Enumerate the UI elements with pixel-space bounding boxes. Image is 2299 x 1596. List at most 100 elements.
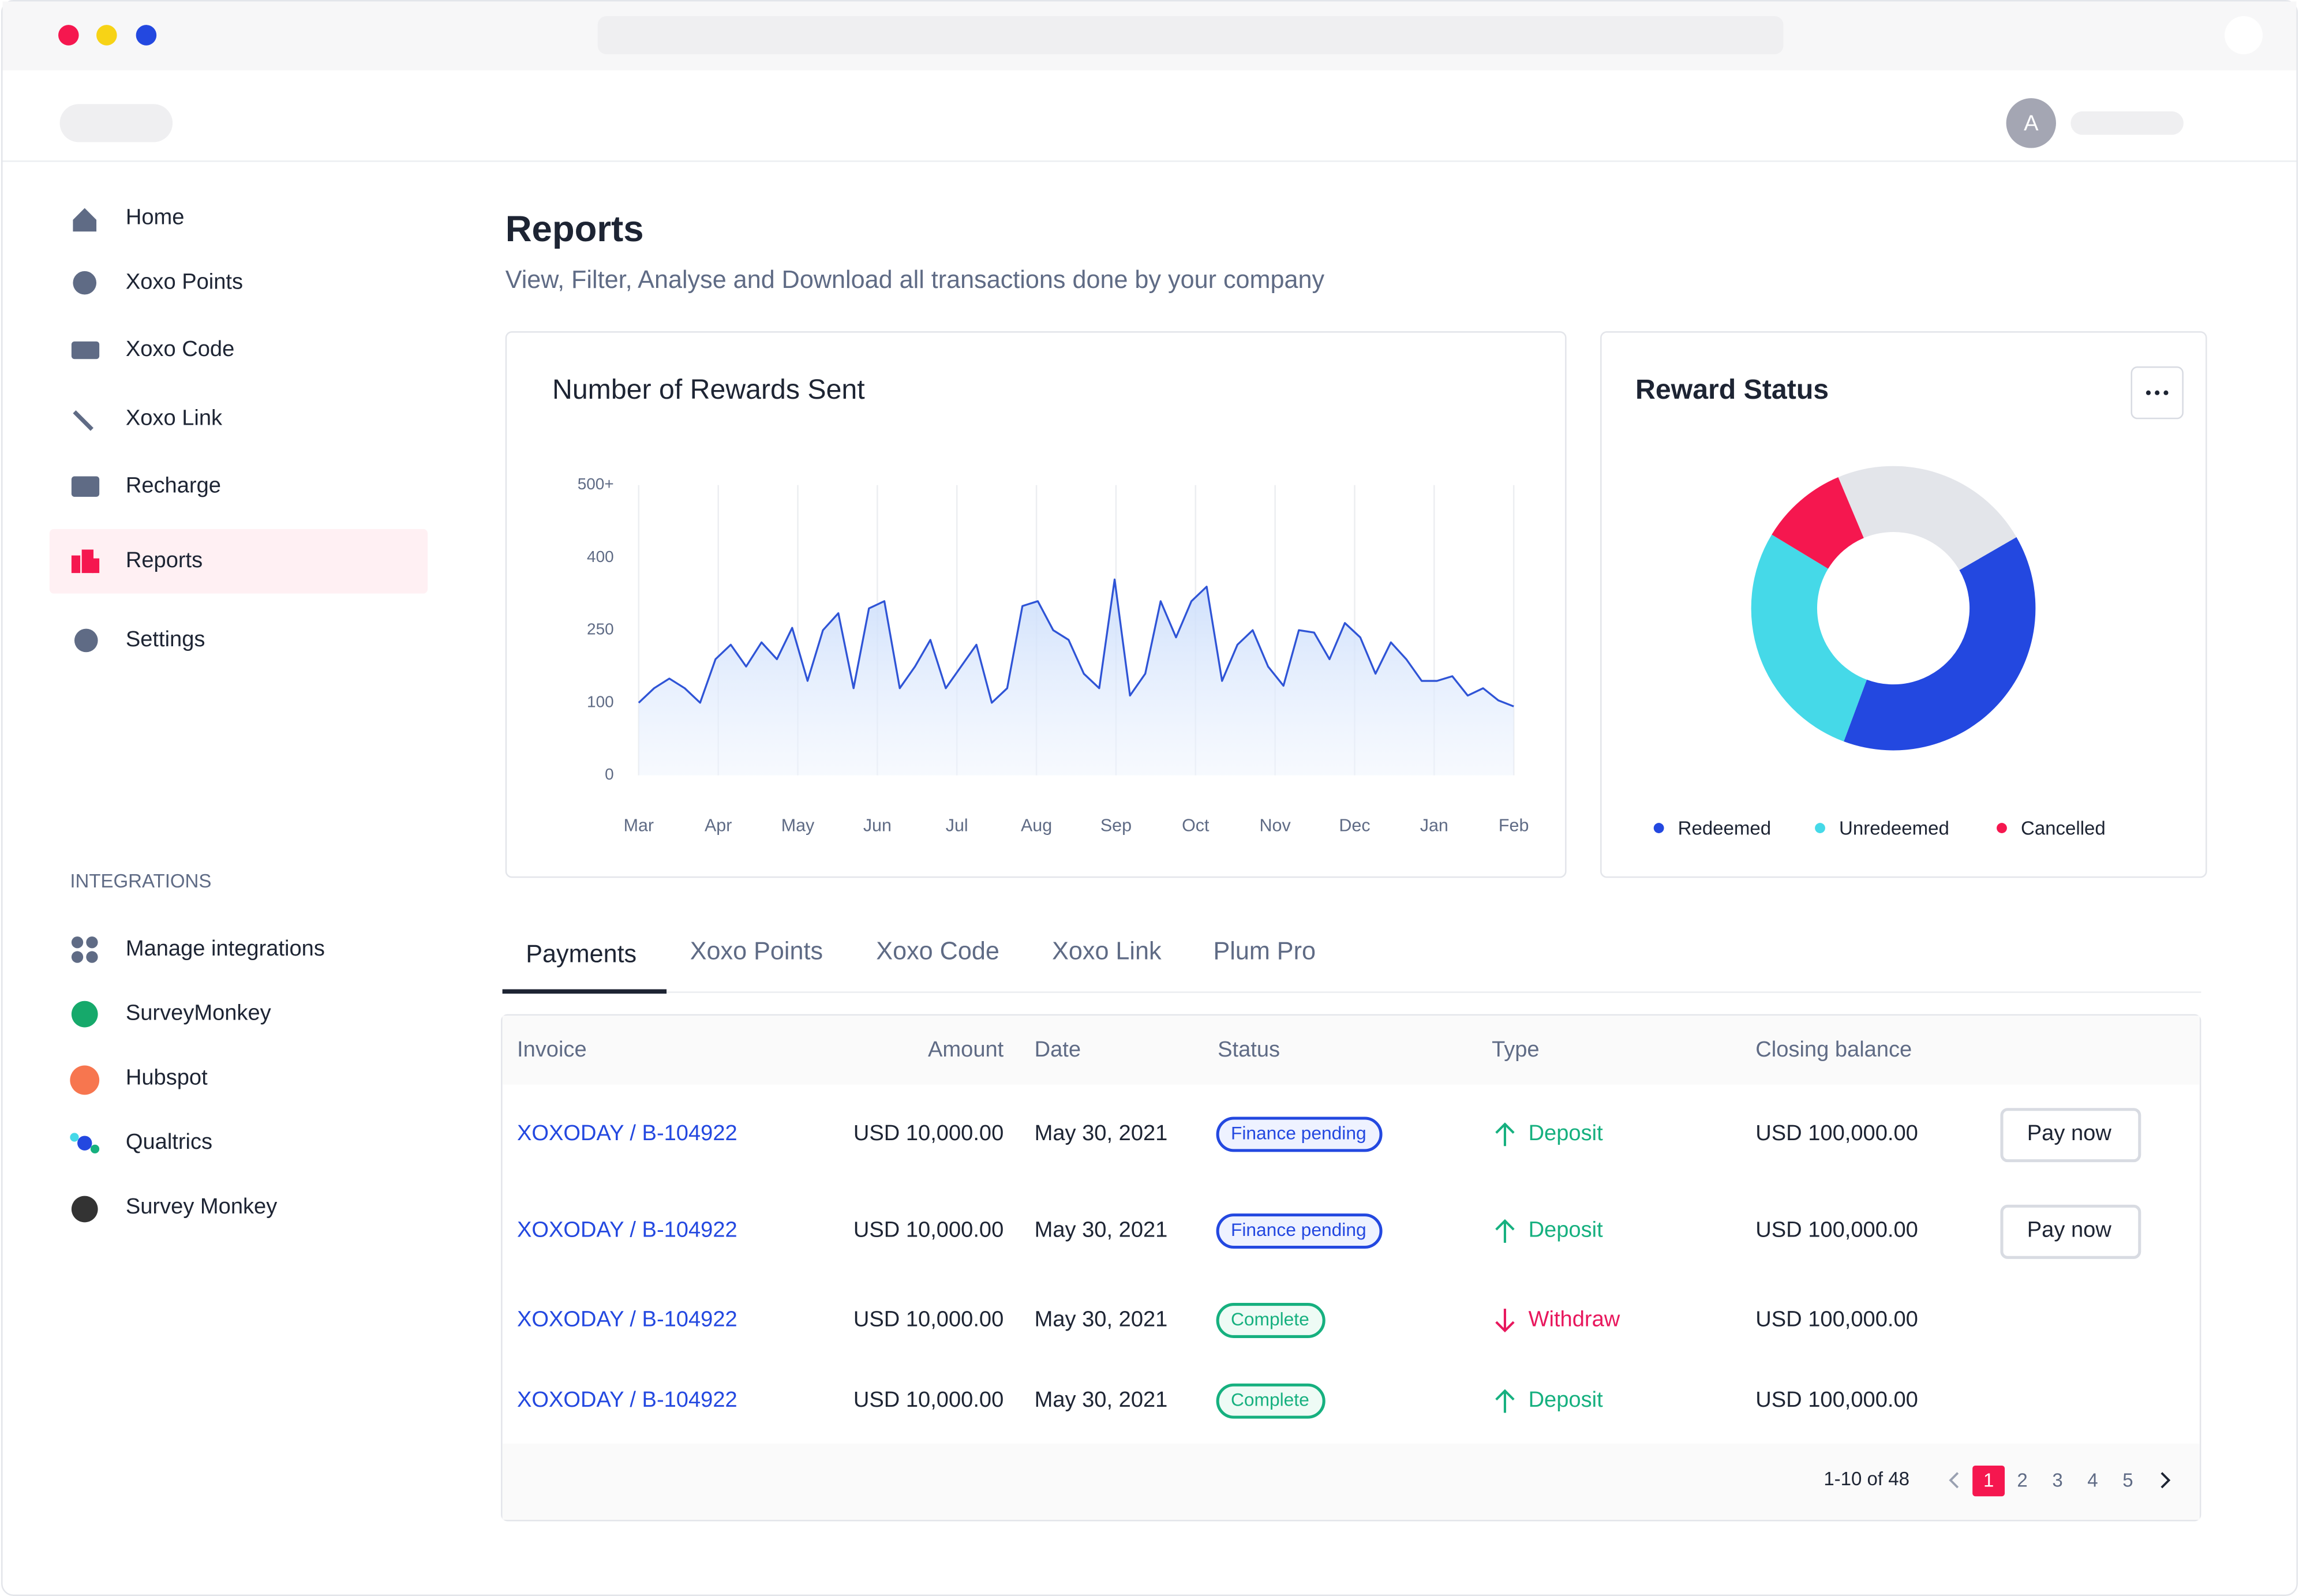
status-badge bbox=[1216, 1383, 1326, 1419]
page-number[interactable]: 5 bbox=[2122, 1470, 2133, 1491]
invoice-link[interactable]: XOXODAY / B-104922 bbox=[517, 1218, 737, 1242]
status-label: Finance pending bbox=[1231, 1219, 1366, 1240]
column-header: Invoice bbox=[517, 1037, 587, 1062]
page-title: Reports bbox=[506, 209, 644, 249]
donut-segment bbox=[1772, 477, 1864, 569]
prev-page[interactable] bbox=[1949, 1472, 1959, 1489]
nav-active-bg bbox=[49, 529, 428, 594]
donut-segment bbox=[1838, 466, 2017, 571]
date: May 30, 2021 bbox=[1035, 1307, 1168, 1332]
pagination-summary: 1-10 of 48 bbox=[1824, 1468, 1909, 1489]
tab[interactable]: Xoxo Link bbox=[1052, 937, 1162, 965]
status-badge bbox=[1216, 1213, 1383, 1249]
pay-button[interactable] bbox=[2000, 1204, 2141, 1259]
area-line bbox=[638, 578, 1514, 707]
reports-icon-bar bbox=[71, 555, 81, 574]
qualtrics-icon bbox=[70, 1133, 100, 1153]
user-placeholder bbox=[2070, 111, 2184, 135]
integration-icons bbox=[70, 936, 100, 1223]
x-tick-label: Sep bbox=[1100, 816, 1132, 836]
table-footer-bg bbox=[502, 1443, 2200, 1520]
nav-item[interactable]: Recharge bbox=[126, 473, 221, 497]
x-tick-label: Feb bbox=[1499, 816, 1529, 836]
amount: USD 10,000.00 bbox=[853, 1121, 1004, 1145]
amount: USD 10,000.00 bbox=[853, 1307, 1004, 1332]
y-tick-label: 0 bbox=[605, 765, 614, 783]
amount: USD 10,000.00 bbox=[853, 1218, 1004, 1242]
page-number[interactable]: 1 bbox=[1983, 1470, 1994, 1491]
nav-item[interactable]: Xoxo Link bbox=[126, 406, 223, 430]
status-badge bbox=[1216, 1117, 1383, 1152]
nav-item[interactable]: Home bbox=[126, 205, 185, 230]
code-icon bbox=[71, 341, 100, 359]
amount: USD 10,000.00 bbox=[853, 1388, 1004, 1412]
page-number[interactable]: 2 bbox=[2017, 1470, 2027, 1491]
pay-button-label: Pay now bbox=[2027, 1121, 2112, 1145]
settings-icon bbox=[74, 628, 98, 653]
close-dot[interactable] bbox=[58, 25, 79, 46]
x-tick-label: Aug bbox=[1021, 816, 1052, 836]
next-page[interactable] bbox=[2161, 1472, 2171, 1489]
invoice-link[interactable]: XOXODAY / B-104922 bbox=[517, 1307, 737, 1332]
hubspot-icon bbox=[70, 1065, 100, 1095]
closing-balance: USD 100,000.00 bbox=[1755, 1218, 1918, 1242]
column-header: Date bbox=[1035, 1037, 1081, 1062]
more-dots bbox=[2146, 390, 2169, 395]
integration-item[interactable]: Survey Monkey bbox=[126, 1194, 277, 1219]
integration-item[interactable]: Qualtrics bbox=[126, 1130, 212, 1154]
pay-button[interactable] bbox=[2000, 1108, 2141, 1163]
page-number[interactable]: 4 bbox=[2087, 1470, 2098, 1491]
page-number[interactable]: 3 bbox=[2052, 1470, 2062, 1491]
nav-item[interactable]: Xoxo Points bbox=[126, 269, 243, 294]
date: May 30, 2021 bbox=[1035, 1388, 1168, 1412]
closing-balance: USD 100,000.00 bbox=[1755, 1388, 1918, 1412]
avatar[interactable] bbox=[2006, 98, 2056, 148]
type-icon bbox=[1495, 1389, 1515, 1413]
type-label: Deposit bbox=[1529, 1121, 1604, 1145]
donut-title: Reward Status bbox=[1635, 374, 1829, 405]
x-tick-label: Jan bbox=[1420, 816, 1448, 836]
page-subtitle: View, Filter, Analyse and Download all t… bbox=[506, 266, 1325, 294]
manage-icon bbox=[71, 936, 98, 963]
type-label: Withdraw bbox=[1529, 1307, 1620, 1332]
tab[interactable]: Xoxo Points bbox=[690, 937, 823, 965]
url-bar[interactable] bbox=[597, 16, 1784, 54]
legend-swatch bbox=[1815, 823, 1825, 833]
integration-item[interactable]: SurveyMonkey bbox=[126, 1001, 271, 1025]
tab[interactable]: Xoxo Code bbox=[876, 937, 999, 965]
integrations-heading: INTEGRATIONS bbox=[70, 870, 211, 891]
integration-item[interactable]: Manage integrations bbox=[126, 936, 325, 961]
x-tick-label: Nov bbox=[1260, 816, 1291, 836]
type-icon bbox=[1495, 1309, 1515, 1333]
status-badge bbox=[1216, 1303, 1326, 1338]
donut-card bbox=[1600, 331, 2207, 878]
legend-label: Cancelled bbox=[2021, 817, 2106, 838]
maximize-dot[interactable] bbox=[136, 25, 157, 46]
nav-item[interactable]: Reports bbox=[126, 548, 203, 572]
y-tick-label: 500+ bbox=[578, 475, 614, 493]
x-tick-label: Apr bbox=[705, 816, 732, 836]
x-tick-label: Jun bbox=[863, 816, 892, 836]
integration-item[interactable]: Hubspot bbox=[126, 1065, 208, 1089]
column-header: Amount bbox=[928, 1037, 1004, 1062]
x-tick-label: Oct bbox=[1182, 816, 1210, 836]
legend-label: Redeemed bbox=[1678, 817, 1771, 838]
table-card bbox=[501, 1014, 2201, 1522]
tab[interactable]: Payments bbox=[526, 940, 636, 968]
x-tick-label: Jul bbox=[946, 816, 968, 836]
x-tick-label: Mar bbox=[624, 816, 654, 836]
tab[interactable]: Plum Pro bbox=[1213, 937, 1315, 965]
nav-item[interactable]: Xoxo Code bbox=[126, 337, 234, 361]
chart-title: Number of Rewards Sent bbox=[552, 374, 865, 405]
nav-item[interactable]: Settings bbox=[126, 627, 205, 651]
donut-segment bbox=[1844, 537, 2036, 751]
browser-button[interactable] bbox=[2225, 16, 2263, 54]
closing-balance: USD 100,000.00 bbox=[1755, 1121, 1918, 1145]
invoice-link[interactable]: XOXODAY / B-104922 bbox=[517, 1121, 737, 1145]
minimize-dot[interactable] bbox=[96, 25, 117, 46]
recharge-icon bbox=[71, 476, 100, 497]
type-label: Deposit bbox=[1529, 1218, 1604, 1242]
type-icon bbox=[1495, 1122, 1515, 1147]
invoice-link[interactable]: XOXODAY / B-104922 bbox=[517, 1388, 737, 1412]
